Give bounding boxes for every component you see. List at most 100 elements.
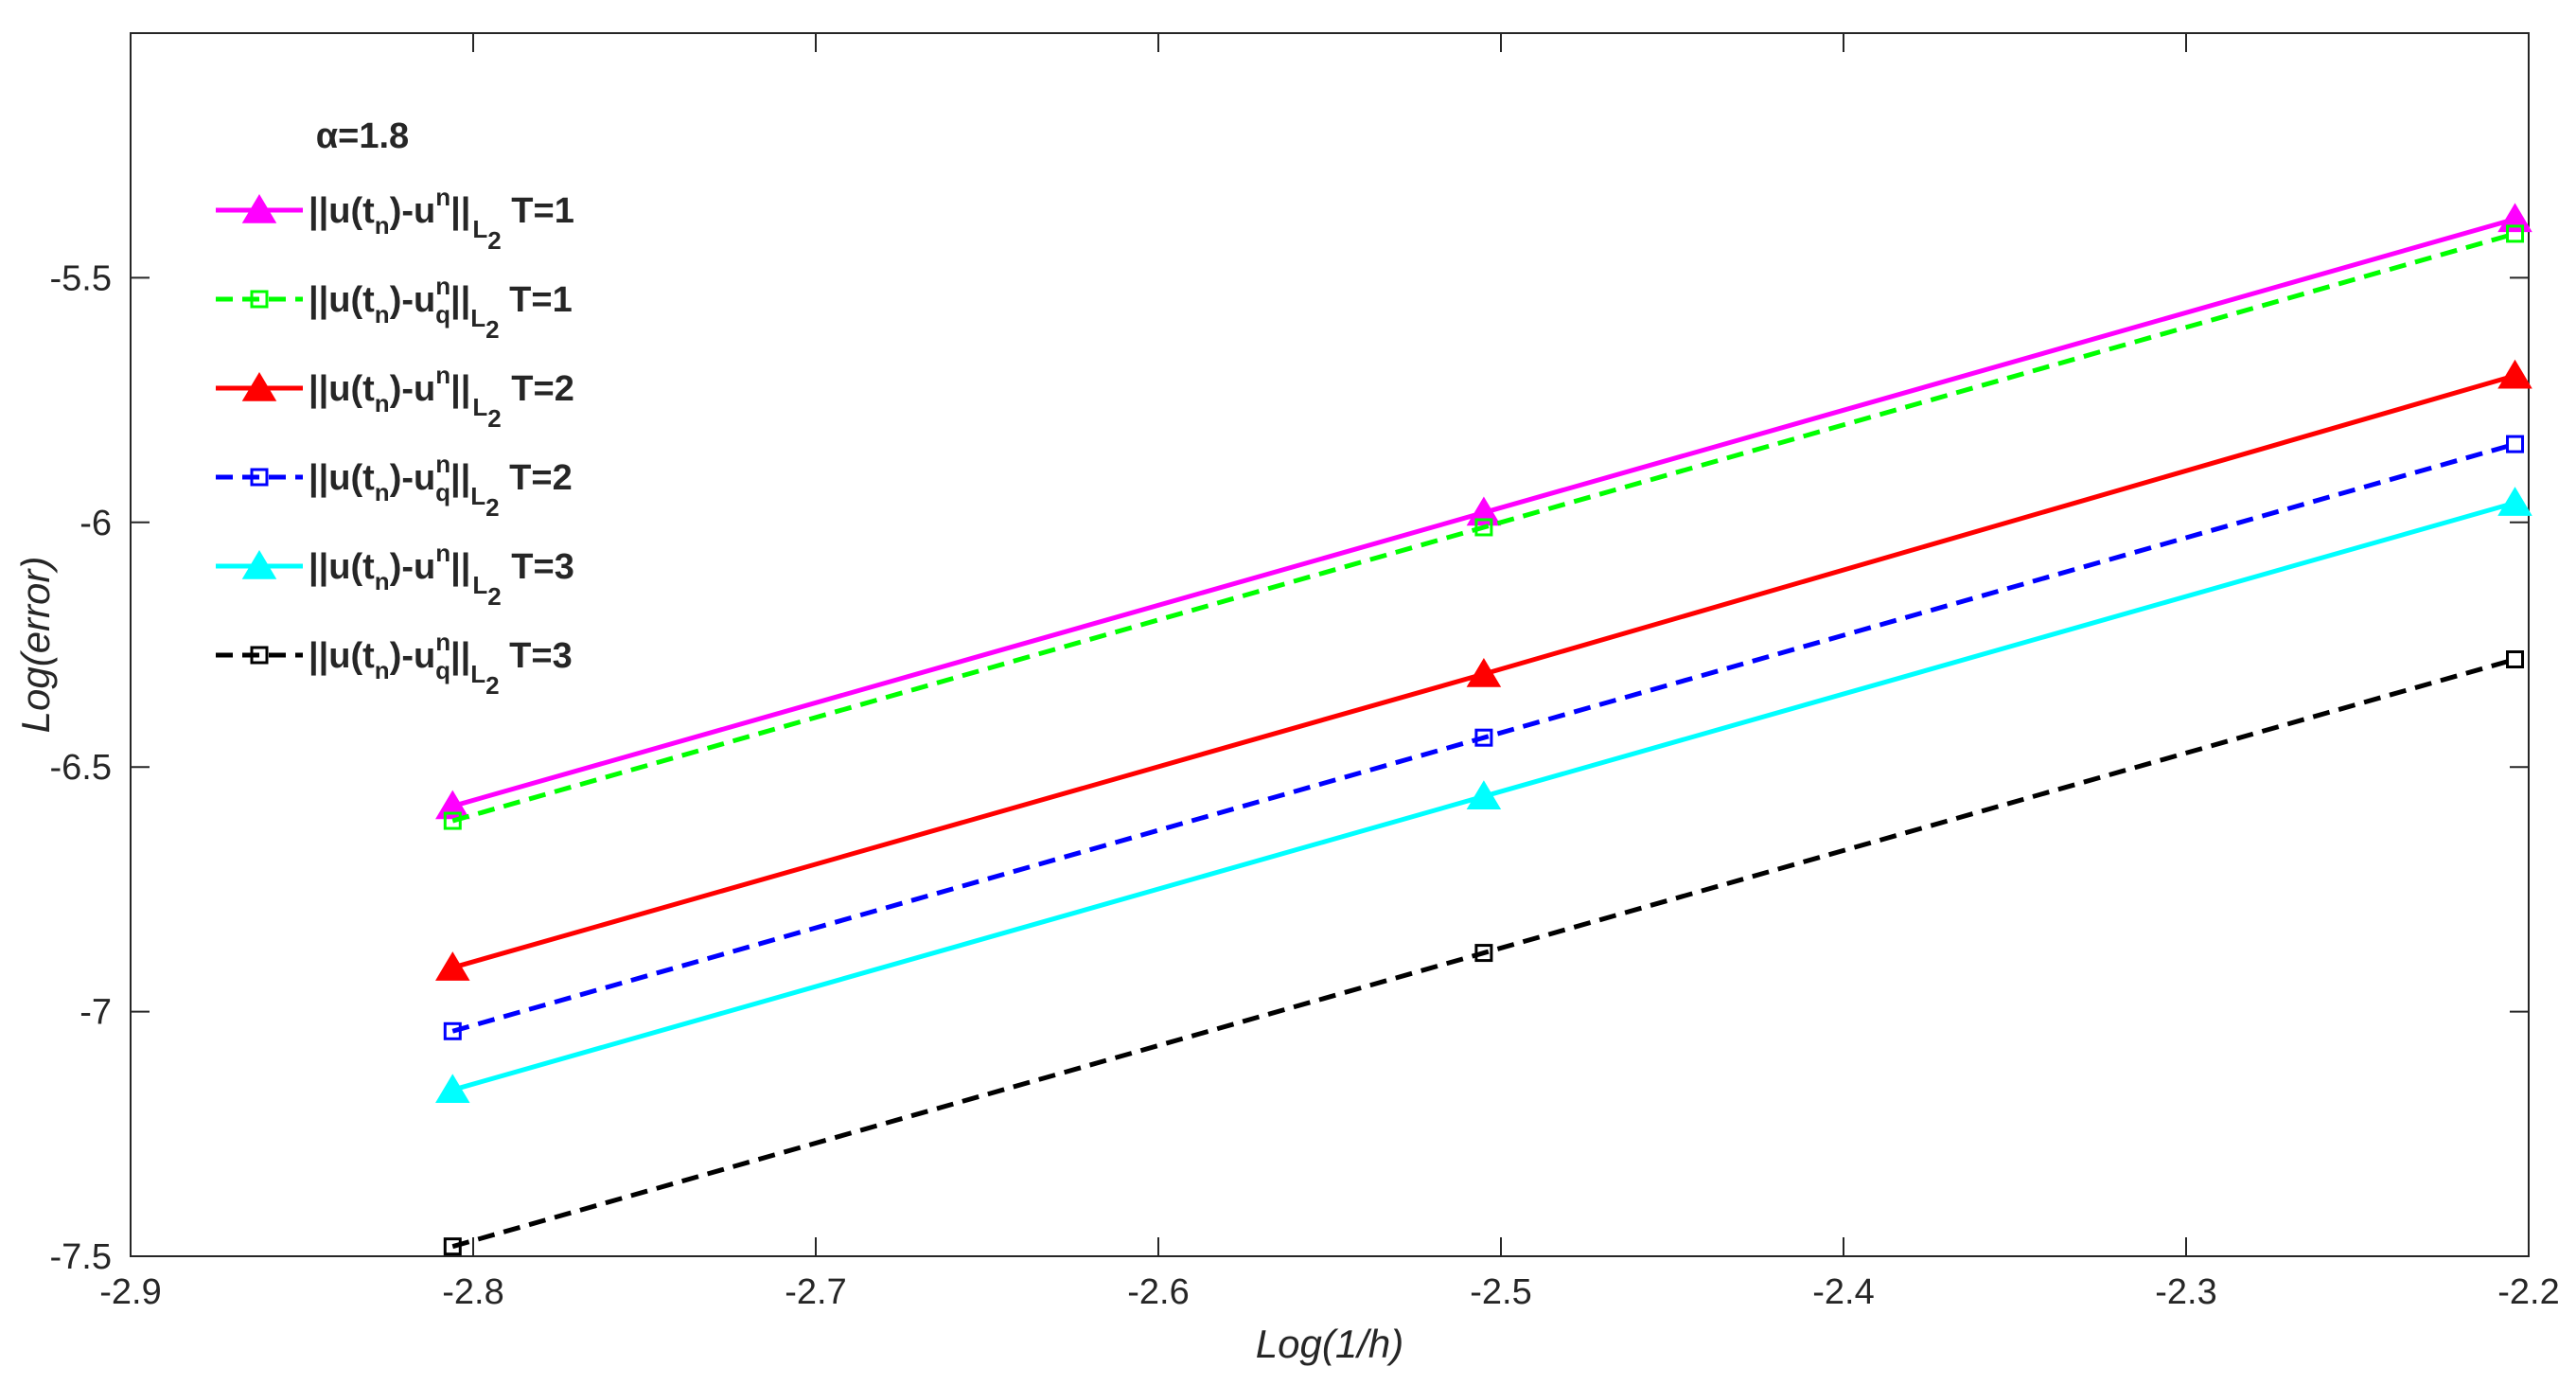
- legend-label-part: ||: [450, 369, 470, 409]
- legend-label-part: ||: [450, 280, 470, 320]
- series-5: [435, 487, 2532, 1104]
- legend-marker: [241, 194, 277, 223]
- data-point: [1466, 496, 1502, 526]
- legend-label-part: n: [375, 478, 390, 506]
- data-point: [1474, 728, 1493, 747]
- data-point: [1474, 944, 1493, 963]
- legend-marker: [250, 646, 269, 665]
- legend-label-part: n: [435, 450, 450, 478]
- data-point: [2506, 650, 2525, 669]
- plot-frame: [130, 32, 2530, 1257]
- legend-label-part: L: [470, 482, 485, 510]
- data-point: [2506, 224, 2525, 243]
- x-axis-label: Log(1/h): [1256, 1322, 1403, 1366]
- legend-marker: [241, 550, 277, 579]
- legend-label-part: L: [472, 393, 487, 421]
- legend-label-part: 2: [485, 671, 499, 700]
- legend-label-part: ||u(t: [309, 636, 375, 676]
- series-line: [451, 441, 2516, 1034]
- legend-label-part: 2: [485, 315, 499, 344]
- legend-item: ||u(tn)-un q||L2 T=3: [216, 628, 573, 700]
- legend-label: ||u(tn)-un||L2 T=3: [309, 539, 574, 611]
- legend-label-part: ||u(t: [309, 191, 375, 231]
- legend-label-part: n: [435, 183, 450, 211]
- legend-label-part: T=2: [500, 458, 573, 498]
- legend-label-part: T=3: [502, 547, 574, 587]
- legend-label-part: T=3: [500, 636, 573, 676]
- data-point: [1466, 658, 1502, 687]
- data-point: [435, 1074, 470, 1104]
- legend-label-part: L: [470, 304, 485, 332]
- y-axis-label: Log(error): [13, 557, 58, 734]
- legend-label-part: q: [435, 478, 450, 506]
- legend-label-part: q: [435, 656, 450, 684]
- x-tick-label: -2.5: [1470, 1272, 1531, 1312]
- x-tick-label: -2.3: [2155, 1272, 2216, 1312]
- legend-label: ||u(tn)-un q||L2 T=3: [309, 628, 573, 700]
- legend-label-part: 2: [487, 582, 501, 611]
- x-tick-label: -2.8: [442, 1272, 503, 1312]
- legend-label-part: ||u(t: [309, 458, 375, 498]
- data-point: [2497, 359, 2532, 389]
- legend-item: ||u(tn)-un||L2 T=3: [216, 539, 574, 611]
- legend-label-part: ||u(t: [309, 369, 375, 409]
- legend-title: α=1.8: [316, 116, 409, 156]
- legend-label-part: T=2: [502, 369, 574, 409]
- legend-item: ||u(tn)-un q||L2 T=2: [216, 450, 573, 522]
- legend-label-part: )-u: [390, 191, 436, 231]
- legend-label-part: n: [435, 361, 450, 389]
- legend-label-part: ||: [450, 547, 470, 587]
- legend-marker: [241, 372, 277, 401]
- data-point: [2506, 435, 2525, 453]
- legend-label-part: n: [375, 567, 390, 595]
- y-axis: -7.5 -7 -6.5 -6 -5.5: [50, 258, 2529, 1277]
- legend-label-part: 2: [485, 493, 499, 522]
- legend-marker: [250, 290, 269, 309]
- legend-item: ||u(tn)-un||L2 T=2: [216, 361, 574, 433]
- y-tick-label: -6: [79, 504, 112, 543]
- legend-label-part: ||: [450, 191, 470, 231]
- data-point: [2497, 203, 2532, 233]
- legend-label-part: n: [375, 656, 390, 684]
- x-tick-label: -2.7: [785, 1272, 846, 1312]
- legend: α=1.8 ||u(tn)-un||L2 T=1||u(tn)-un q||L2 …: [216, 116, 574, 700]
- legend-label-part: L: [472, 571, 487, 599]
- x-tick-label: -2.6: [1127, 1272, 1189, 1312]
- series-1: [435, 203, 2532, 820]
- x-tick-label: -2.9: [99, 1272, 161, 1312]
- legend-label-part: 2: [487, 226, 501, 255]
- legend-marker: [250, 468, 269, 487]
- legend-label-part: n: [375, 389, 390, 417]
- data-point: [443, 811, 462, 830]
- legend-label-part: ||u(t: [309, 547, 375, 587]
- legend-label: ||u(tn)-un||L2 T=2: [309, 361, 574, 433]
- legend-label-part: )-u: [390, 458, 436, 498]
- legend-label-part: n: [435, 272, 450, 300]
- legend-item: ||u(tn)-un q||L2 T=1: [216, 272, 573, 344]
- y-tick-label: -5.5: [50, 258, 112, 298]
- legend-label-part: )-u: [390, 280, 436, 320]
- series-2: [443, 224, 2525, 830]
- legend-label-part: L: [472, 215, 487, 243]
- legend-label-part: ||: [450, 458, 470, 498]
- legend-label-part: )-u: [390, 636, 436, 676]
- legend-label-part: n: [375, 211, 390, 240]
- legend-label-part: 2: [487, 404, 501, 433]
- x-tick-label: -2.4: [1812, 1272, 1874, 1312]
- plot-box: [130, 32, 2530, 1257]
- data-point: [435, 951, 470, 981]
- legend-label-part: n: [435, 539, 450, 567]
- legend-label: ||u(tn)-un||L2 T=1: [309, 183, 574, 255]
- series-4: [443, 435, 2525, 1040]
- legend-item: ||u(tn)-un||L2 T=1: [216, 183, 574, 255]
- legend-label-part: T=1: [502, 191, 574, 231]
- legend-label-part: ||u(t: [309, 280, 375, 320]
- legend-label-part: )-u: [390, 547, 436, 587]
- y-tick-label: -7.5: [50, 1237, 112, 1277]
- legend-label-part: T=1: [500, 280, 573, 320]
- legend-label-part: ||: [450, 636, 470, 676]
- series-line: [451, 231, 2516, 824]
- legend-label-part: q: [435, 300, 450, 328]
